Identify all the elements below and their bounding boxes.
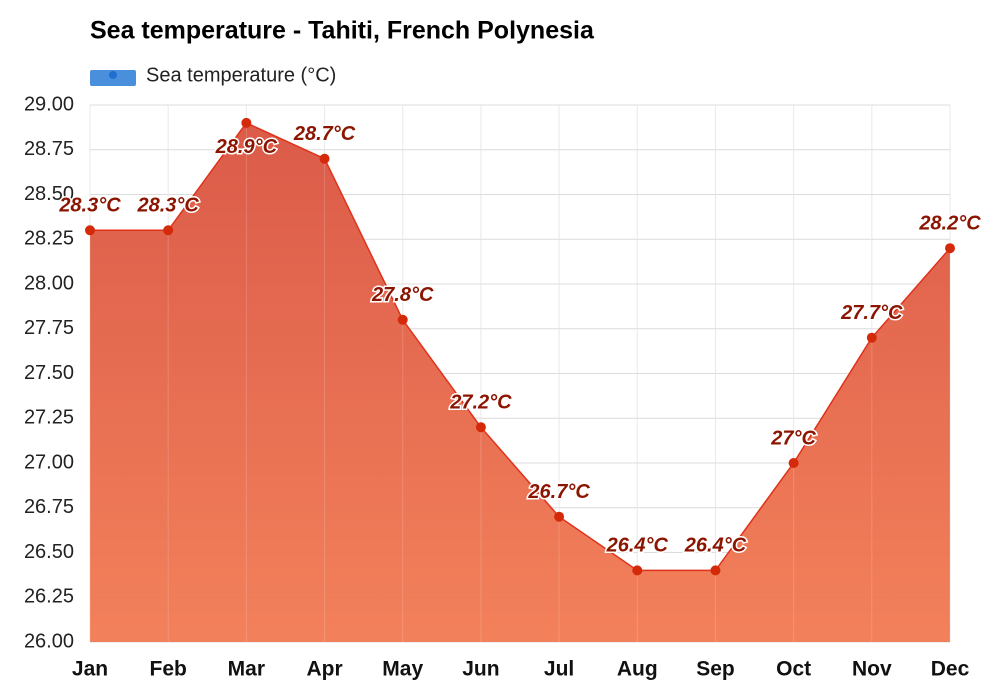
y-tick-label: 26.00 bbox=[24, 630, 74, 652]
x-tick-label: Jul bbox=[544, 658, 574, 681]
data-label: 27.8°C bbox=[371, 284, 434, 306]
y-tick-label: 28.50 bbox=[24, 183, 74, 205]
data-label: 27°C bbox=[770, 427, 816, 449]
y-tick-label: 28.75 bbox=[24, 138, 74, 160]
point bbox=[788, 458, 799, 468]
point bbox=[475, 422, 486, 433]
x-tick-label: Nov bbox=[852, 658, 892, 681]
legend-marker bbox=[109, 71, 117, 79]
point bbox=[866, 332, 877, 343]
data-label: 28.3°C bbox=[136, 195, 199, 217]
x-tick-label: Jan bbox=[72, 658, 108, 681]
data-label: 27.7°C bbox=[840, 302, 903, 324]
point bbox=[241, 117, 252, 128]
data-label: 28.7°C bbox=[293, 123, 356, 145]
x-tick-label: Oct bbox=[776, 658, 811, 681]
area bbox=[90, 122, 950, 642]
x-tick-label: Feb bbox=[150, 658, 187, 681]
y-tick-label: 27.25 bbox=[24, 407, 74, 429]
y-tick-label: 28.00 bbox=[24, 272, 74, 294]
data-label: 28.2°C bbox=[918, 212, 981, 234]
legend-label[interactable]: Sea temperature (°C) bbox=[146, 64, 336, 86]
y-tick-label: 27.50 bbox=[24, 362, 74, 384]
plot-area: 26.00 26.25 26.50 26.75 27.00 27.25 27.50 27.75… bbox=[24, 93, 983, 681]
point bbox=[85, 225, 95, 236]
point bbox=[632, 565, 643, 576]
x-tick-label: Jun bbox=[462, 658, 499, 681]
y-tick-label: 26.50 bbox=[24, 541, 74, 563]
data-label: 27.2°C bbox=[449, 391, 512, 413]
x-tick-label: Apr bbox=[306, 658, 342, 681]
x-tick-label: May bbox=[382, 658, 423, 681]
y-tick-label: 27.00 bbox=[24, 451, 74, 473]
point bbox=[397, 314, 408, 325]
x-tick-label: Mar bbox=[228, 658, 265, 681]
x-tick-label: Aug bbox=[617, 658, 658, 681]
y-tick-label: 29.00 bbox=[24, 93, 74, 115]
y-tick-label: 26.25 bbox=[24, 586, 74, 608]
x-tick-label: Sep bbox=[696, 658, 735, 681]
y-tick-label: 26.75 bbox=[24, 496, 74, 518]
point bbox=[163, 225, 174, 236]
chart-title: Sea temperature - Tahiti, French Polynes… bbox=[90, 17, 595, 45]
data-label: 26.4°C bbox=[606, 535, 669, 557]
data-label: 28.9°C bbox=[215, 136, 278, 158]
data-label: 26.7°C bbox=[527, 481, 590, 503]
point bbox=[710, 565, 721, 576]
data-label: 28.3°C bbox=[58, 195, 121, 217]
line bbox=[90, 121, 951, 572]
y-tick-label: 27.75 bbox=[24, 317, 74, 339]
y-tick-label: 28.25 bbox=[24, 228, 74, 250]
point bbox=[319, 153, 330, 164]
data-label: 26.4°C bbox=[684, 535, 747, 557]
point bbox=[945, 243, 955, 254]
x-tick-label: Dec bbox=[931, 658, 970, 681]
point bbox=[554, 511, 565, 522]
